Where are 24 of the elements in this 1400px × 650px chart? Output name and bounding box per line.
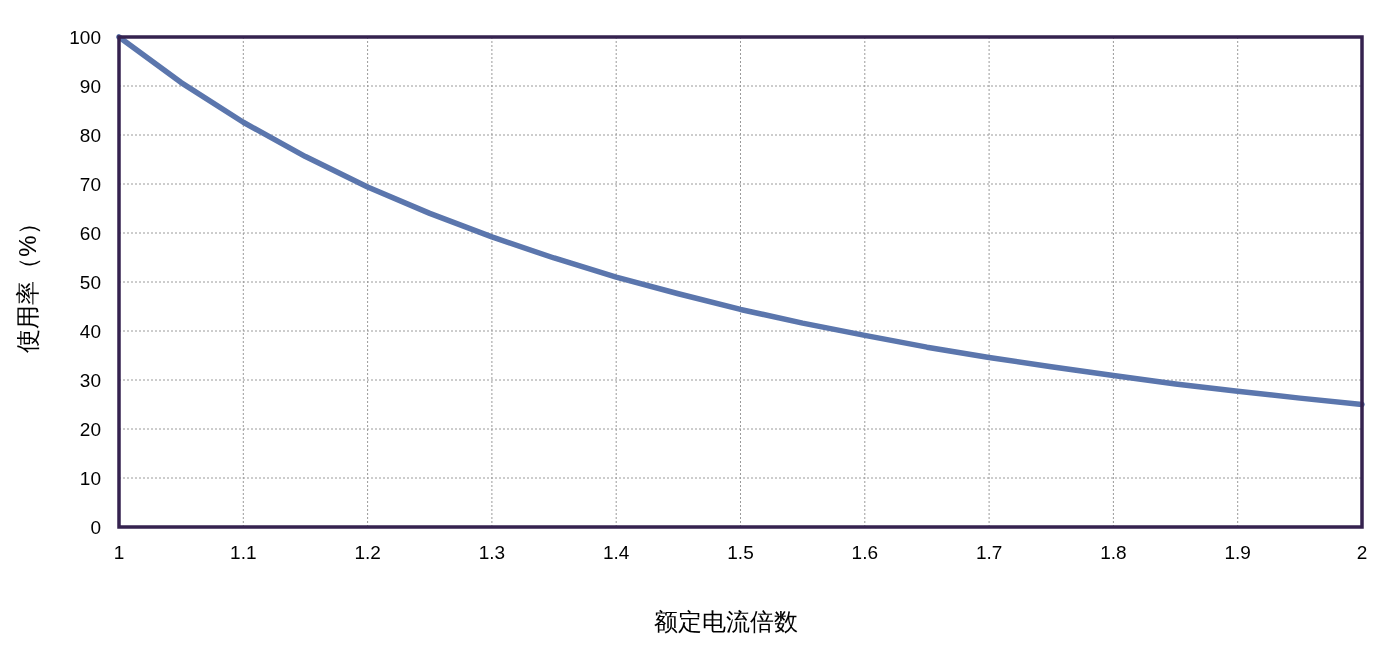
y-tick-label: 40: [79, 321, 101, 342]
x-tick-label: 1.1: [230, 542, 257, 563]
y-tick-label: 80: [79, 125, 101, 146]
x-tick-label: 1.8: [1100, 542, 1127, 563]
y-axis-title: 使用率（%）: [14, 211, 41, 353]
y-tick-label: 20: [79, 419, 101, 440]
y-tick-label: 50: [79, 272, 101, 293]
y-tick-label: 100: [69, 27, 101, 48]
x-tick-label: 2: [1356, 542, 1368, 563]
x-tick-label: 1.9: [1224, 542, 1251, 563]
y-tick-label: 0: [90, 517, 101, 538]
x-tick-label: 1.6: [851, 542, 879, 563]
y-tick-label: 70: [79, 174, 101, 195]
y-tick-label: 30: [79, 370, 101, 391]
x-tick-label: 1.2: [354, 542, 381, 563]
x-tick-label: 1.5: [727, 542, 754, 563]
y-tick-label: 60: [79, 223, 101, 244]
x-tick-label: 1.7: [975, 542, 1003, 563]
x-tick-label: 1: [113, 542, 125, 563]
x-tick-label: 1.3: [478, 542, 506, 563]
x-tick-label: 1.4: [602, 542, 630, 563]
y-tick-label: 10: [79, 468, 101, 489]
y-tick-label: 90: [79, 76, 101, 97]
x-axis-title: 额定电流倍数: [653, 608, 798, 635]
